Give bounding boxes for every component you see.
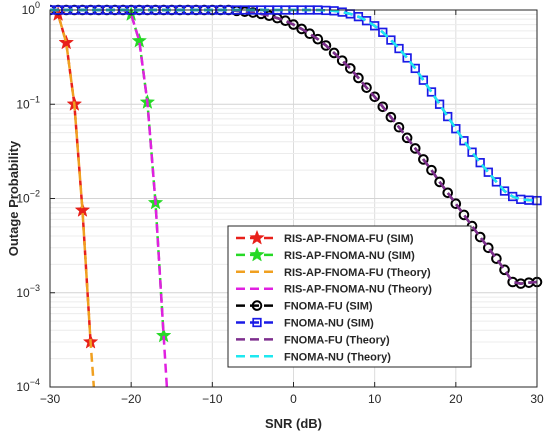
data-point-marker [353, 72, 364, 84]
legend-label: FNOMA-FU (Theory) [284, 334, 390, 346]
series-fnoma-fu-theory [50, 8, 538, 285]
data-point-marker [451, 124, 461, 134]
data-point-marker [410, 63, 420, 74]
data-point-marker [386, 35, 396, 45]
legend-label: FNOMA-NU (SIM) [284, 318, 374, 330]
data-point-marker [474, 231, 486, 243]
data-point-marker [426, 164, 437, 176]
data-point-marker [450, 198, 462, 210]
data-point-marker [385, 111, 397, 123]
data-point-marker [288, 19, 299, 30]
y-tick-label: 10−4 [16, 377, 40, 394]
data-point-marker [370, 21, 380, 31]
x-axis-ticks: −30 −20 −10 0 10 20 30 [40, 10, 544, 406]
legend-item: RIS-AP-FNOMA-FU (Theory) [236, 267, 431, 279]
x-tick-label: −30 [40, 392, 61, 406]
legend-item: FNOMA-NU (Theory) [236, 351, 391, 363]
data-point-marker [393, 121, 405, 133]
legend-marker [249, 229, 265, 245]
legend-item: FNOMA-FU (Theory) [236, 334, 390, 346]
legend-item: RIS-AP-FNOMA-NU (SIM) [236, 246, 415, 262]
data-point-marker [418, 75, 429, 85]
data-point-marker [499, 186, 510, 196]
data-point-marker [458, 209, 470, 221]
data-point-marker [483, 167, 493, 177]
y-tick-label: 100 [22, 0, 40, 17]
y-axis-ticks: 100 10−1 10−2 10−3 10−4 [16, 0, 55, 394]
legend-label: RIS-AP-FNOMA-FU (Theory) [284, 267, 431, 279]
data-point-marker [401, 132, 413, 144]
y-tick-label: 10−1 [16, 94, 40, 111]
data-point-marker [58, 34, 75, 50]
legend-marker [251, 300, 263, 311]
data-point-marker [345, 63, 356, 74]
data-point-marker [361, 16, 372, 26]
data-point-marker [459, 136, 469, 146]
data-point-marker [328, 47, 340, 59]
data-point-marker [296, 23, 307, 35]
legend-label: RIS-AP-FNOMA-NU (Theory) [284, 284, 432, 296]
data-point-marker [312, 33, 324, 45]
data-point-marker [426, 87, 437, 97]
legend-item: RIS-AP-FNOMA-FU (SIM) [236, 229, 414, 245]
legend-label: RIS-AP-FNOMA-FU (SIM) [284, 233, 414, 245]
data-point-marker [280, 15, 291, 26]
data-point-marker [475, 158, 485, 168]
data-point-marker [378, 27, 388, 37]
data-point-marker [409, 143, 421, 154]
data-point-marker [442, 187, 454, 199]
legend-marker [252, 317, 262, 328]
y-axis-label: Outage Probability [6, 140, 21, 256]
legend-item: FNOMA-FU (SIM) [236, 300, 373, 313]
series-line [50, 8, 96, 387]
x-tick-label: 0 [290, 392, 297, 406]
data-point-marker [418, 154, 429, 165]
legend-box [227, 225, 472, 368]
legend-label: FNOMA-NU (Theory) [284, 351, 391, 363]
series-ris-ap-fnoma-fu-theory [50, 8, 96, 387]
data-point-marker [491, 177, 502, 187]
data-point-marker [304, 28, 316, 40]
data-point-marker [336, 55, 348, 66]
data-point-marker [369, 91, 380, 103]
y-tick-label: 10−2 [16, 189, 40, 206]
data-point-marker [434, 99, 445, 109]
data-point-marker [377, 101, 389, 113]
data-point-marker [402, 53, 412, 63]
x-tick-label: 20 [449, 392, 463, 406]
x-tick-label: −20 [121, 392, 142, 406]
data-point-marker [443, 111, 453, 122]
x-tick-label: −10 [202, 392, 223, 406]
legend-label: FNOMA-FU (SIM) [284, 301, 373, 313]
data-point-marker [499, 264, 510, 276]
legend-marker [249, 246, 265, 262]
x-tick-label: 10 [368, 392, 382, 406]
data-point-marker [434, 176, 445, 188]
legend-item: RIS-AP-FNOMA-NU (Theory) [236, 284, 432, 296]
data-point-marker [483, 242, 494, 254]
data-point-marker [361, 82, 372, 93]
data-point-marker [491, 253, 502, 264]
data-point-marker [320, 40, 332, 51]
x-tick-label: 30 [530, 392, 544, 406]
x-axis-label: SNR (dB) [265, 416, 322, 431]
data-point-marker [467, 147, 477, 157]
legend-item: FNOMA-NU (SIM) [236, 318, 374, 330]
legend: RIS-AP-FNOMA-FU (SIM) RIS-AP-FNOMA-NU (SI… [227, 225, 472, 368]
series-line [50, 8, 538, 285]
y-tick-label: 10−3 [16, 283, 40, 300]
legend-label: RIS-AP-FNOMA-NU (SIM) [284, 250, 415, 262]
data-point-marker [394, 43, 404, 54]
